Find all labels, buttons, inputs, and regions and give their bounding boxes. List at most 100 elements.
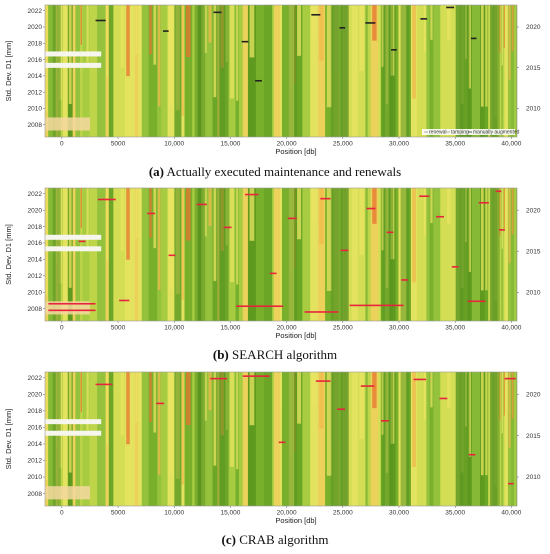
marker-b-10 [245,193,259,196]
heatmap-area [45,5,517,137]
ytick-label-right: 2015 [526,248,541,255]
chart-panel-b: 2008 2010 2012 2014 2016 2018 2020 2022 2010 2015… [4,187,541,340]
xtick-label: 40,000 [501,325,521,332]
marker-c-3 [242,375,270,377]
xtick-label: 5000 [111,325,126,332]
marker-a-7 [365,22,376,24]
xtick-label: 0 [60,141,64,148]
marker-b-23 [467,300,486,303]
ytick-label-left: 2020 [28,392,43,399]
xtick-label: 30,000 [389,325,409,332]
xtick-label: 5000 [111,510,126,517]
marker-a-5 [311,13,321,16]
caption-b-text: SEARCH algorithm [232,347,338,362]
marker-a-0 [95,19,106,22]
caption-c-text: CRAB algorithm [239,532,329,547]
marker-a-2 [213,11,222,14]
marker-b-24 [478,201,489,204]
ytick-label-left: 2018 [28,408,43,415]
xtick-label: 25,000 [333,141,353,148]
xtick-label: 10,000 [164,141,184,148]
legend: renewal tamping manually augmented [422,129,520,136]
ytick-label-left: 2016 [28,240,43,247]
marker-b-17 [366,207,376,210]
marker-c-0 [95,383,113,386]
marker-b-22 [451,266,459,268]
ytick-label-left: 2016 [28,425,43,432]
marker-a-9 [420,18,428,20]
y-axis-title: Std. Dev. D1 [mm] [4,41,13,102]
marker-b-14 [320,197,331,200]
marker-b-1 [48,309,96,312]
xtick-label: 0 [60,510,64,517]
marker-b-2 [78,240,86,243]
caption-b: (b) SEARCH algorithm [0,347,550,363]
ytick-label-left: 2014 [28,441,43,448]
ytick-label-left: 2010 [28,289,43,296]
xtick-label: 15,000 [220,510,240,517]
plot-frame [44,371,518,507]
ytick-label-left: 2012 [28,89,43,96]
x-axis-title: Position [db] [275,147,316,156]
marker-b-21 [436,215,444,218]
xtick-label: 20,000 [277,510,297,517]
xtick-label: 10,000 [164,510,184,517]
marker-b-6 [168,254,176,257]
marker-b-0 [48,302,96,305]
marker-c-13 [508,482,514,485]
xtick-label: 20,000 [277,325,297,332]
ytick-label-left: 2022 [28,8,43,15]
marker-b-20 [419,195,430,198]
caption-c-letter: (c) [221,532,236,547]
marker-b-4 [119,299,130,302]
ytick-label-left: 2018 [28,40,43,47]
legend-label: renewal [429,130,447,136]
legend-label: manually augmented [473,130,520,136]
marker-a-4 [255,79,262,82]
marker-b-3 [97,198,116,201]
xtick-label: 10,000 [164,325,184,332]
marker-b-11 [269,272,277,275]
marker-b-19 [401,279,408,281]
marker-a-11 [470,37,477,40]
marker-b-8 [223,226,232,229]
ytick-label-right: 2020 [526,392,541,399]
marker-b-9 [236,305,284,308]
marker-b-7 [196,203,207,206]
xtick-label: 20,000 [277,141,297,148]
plot-frame [44,187,518,322]
plot-frame [44,4,518,138]
ytick-label-left: 2012 [28,458,43,465]
marker-a-10 [446,6,455,9]
marker-b-26 [499,229,505,231]
marker-c-8 [381,420,389,422]
x-axis-title: Position [db] [275,516,316,525]
marker-c-9 [413,378,426,381]
ytick-label-left: 2008 [28,122,43,129]
ytick-label-right: 2010 [526,106,541,113]
heatmap-area [45,372,517,506]
xtick-label: 40,000 [501,510,521,517]
marker-c-6 [337,408,346,411]
marker-a-8 [391,49,397,51]
caption-a-letter: (a) [148,164,164,179]
xtick-label: 15,000 [220,141,240,148]
xtick-label: 40,000 [501,141,521,148]
ytick-label-left: 2020 [28,207,43,214]
ytick-label-right: 2020 [526,207,541,214]
marker-b-16 [349,304,404,307]
marker-c-11 [468,453,476,456]
chart-panel-c: 2008 2010 2012 2014 2016 2018 2020 2022 2010 2015… [4,371,541,525]
chart-panel-a: 2008 2010 2012 2014 2016 2018 2020 2022 2010 2015… [4,4,541,156]
ytick-label-left: 2022 [28,191,43,198]
ytick-label-right: 2020 [526,24,541,31]
marker-b-12 [287,217,297,220]
xtick-label: 25,000 [333,510,353,517]
caption-a-text: Actually executed maintenance and renewa… [166,164,402,179]
x-axis-title: Position [db] [275,331,316,340]
ytick-label-left: 2010 [28,106,43,113]
ytick-label-left: 2022 [28,375,43,382]
ytick-label-left: 2018 [28,224,43,231]
legend-label: tamping [451,130,469,136]
heatmap-area [45,188,517,321]
